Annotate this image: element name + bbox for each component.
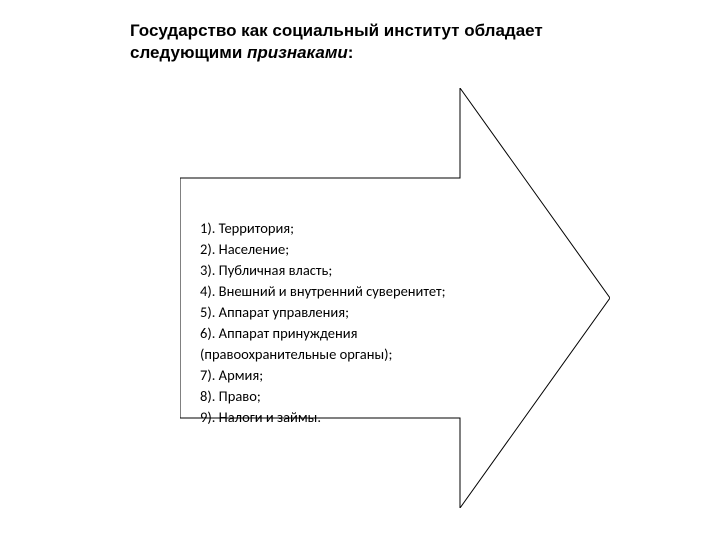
list-item: (правоохранительные органы);	[200, 344, 500, 365]
title-line2-italic: признаками	[247, 43, 348, 62]
feature-list: 1). Территория; 2). Население; 3). Публи…	[200, 218, 500, 428]
list-item: 2). Население;	[200, 239, 500, 260]
list-item: 5). Аппарат управления;	[200, 302, 500, 323]
arrow-diagram: 1). Территория; 2). Население; 3). Публи…	[180, 88, 610, 508]
title-line2-end: :	[348, 43, 354, 62]
list-item: 1). Территория;	[200, 218, 500, 239]
list-item: 8). Право;	[200, 386, 500, 407]
title-line2-plain: следующими	[130, 43, 247, 62]
title-line1: Государство как социальный институт обла…	[130, 21, 543, 40]
list-item: 4). Внешний и внутренний суверенитет;	[200, 281, 500, 302]
list-item: 3). Публичная власть;	[200, 260, 500, 281]
list-item: 9). Налоги и займы.	[200, 407, 500, 428]
list-item: 7). Армия;	[200, 365, 500, 386]
page-title: Государство как социальный институт обла…	[130, 20, 610, 64]
list-item: 6). Аппарат принуждения	[200, 323, 500, 344]
